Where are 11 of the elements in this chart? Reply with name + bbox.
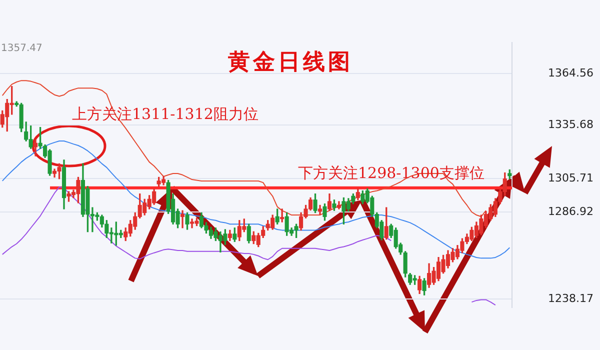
candlestick — [280, 208, 284, 222]
y-tick-label: 1305.71 — [548, 171, 594, 184]
annotation: 下方关注1298-1300支撑位 — [298, 164, 484, 183]
y-tick-label: 1364.56 — [548, 66, 594, 80]
candlestick — [180, 210, 185, 228]
annotation: 1357.47 — [1, 43, 42, 54]
y-tick-label: 1238.17 — [548, 292, 594, 305]
y-tick-label: 1286.92 — [548, 205, 594, 218]
annotation: 上方关注1311-1312阻力位 — [72, 105, 258, 124]
y-tick-label: 1335.68 — [548, 118, 594, 132]
chart-title: 黄金日线图 — [228, 48, 353, 77]
